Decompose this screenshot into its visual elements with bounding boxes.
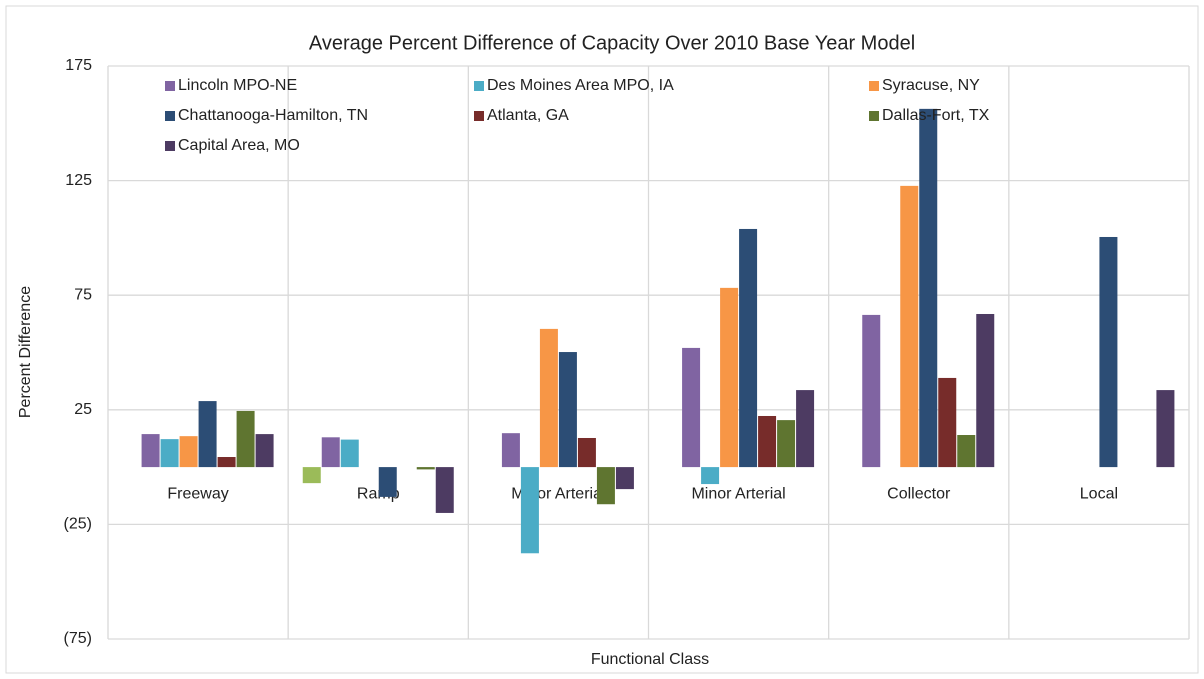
bar	[558, 352, 577, 468]
bar	[160, 439, 179, 468]
bar	[501, 433, 520, 468]
bar	[302, 467, 321, 484]
bar	[919, 108, 938, 468]
x-tick-label: Freeway	[167, 485, 228, 502]
y-tick-label: 75	[74, 286, 92, 303]
legend-swatch	[474, 81, 484, 91]
legend-label: Chattanooga-Hamilton, TN	[178, 107, 368, 124]
y-tick-label: (75)	[64, 630, 92, 647]
legend-swatch	[165, 141, 175, 151]
bar	[539, 328, 558, 468]
bar	[179, 436, 198, 468]
bar	[796, 390, 815, 468]
bar	[758, 415, 777, 468]
legend-swatch	[869, 111, 879, 121]
bar	[682, 347, 701, 468]
bar	[701, 467, 720, 485]
bar	[321, 437, 340, 468]
bar	[141, 434, 160, 468]
legend-label: Lincoln MPO-NE	[178, 77, 297, 94]
legend-label: Syracuse, NY	[882, 77, 980, 94]
y-tick-label: 125	[65, 172, 92, 189]
chart-border	[5, 5, 1199, 674]
bar	[198, 401, 217, 468]
x-tick-label: Minor Arterial	[691, 485, 785, 502]
bar	[435, 467, 454, 513]
bar	[777, 420, 796, 468]
bar	[720, 287, 739, 468]
legend-swatch	[165, 111, 175, 121]
bar	[217, 457, 236, 468]
legend-label: Des Moines Area MPO, IA	[487, 77, 674, 94]
x-axis-label: Functional Class	[591, 651, 709, 668]
bar	[236, 410, 255, 468]
y-axis-label: Percent Difference	[17, 286, 34, 418]
bar	[957, 435, 976, 468]
bar	[615, 467, 634, 490]
y-tick-label: 25	[74, 401, 92, 418]
bar	[378, 467, 397, 497]
bar	[900, 185, 919, 468]
bar	[255, 434, 274, 468]
chart-title: Average Percent Difference of Capacity O…	[309, 32, 915, 54]
y-tick-label: 175	[65, 57, 92, 74]
bar	[340, 439, 359, 468]
legend-label: Atlanta, GA	[487, 107, 569, 124]
legend-swatch	[165, 81, 175, 91]
x-tick-label: Local	[1080, 485, 1118, 502]
legend-swatch	[474, 111, 484, 121]
bar	[862, 314, 881, 468]
bar	[577, 437, 596, 468]
bar	[1156, 390, 1175, 468]
bar	[1099, 236, 1118, 468]
bar	[416, 467, 435, 470]
y-tick-label: (25)	[64, 516, 92, 533]
bar	[739, 228, 758, 468]
bar	[976, 313, 995, 468]
bar	[938, 377, 957, 468]
legend-label: Dallas-Fort, TX	[882, 107, 990, 124]
bar	[596, 467, 615, 505]
x-tick-label: Collector	[887, 485, 951, 502]
bar	[520, 467, 539, 554]
legend-label: Capital Area, MO	[178, 137, 300, 154]
legend-swatch	[869, 81, 879, 91]
